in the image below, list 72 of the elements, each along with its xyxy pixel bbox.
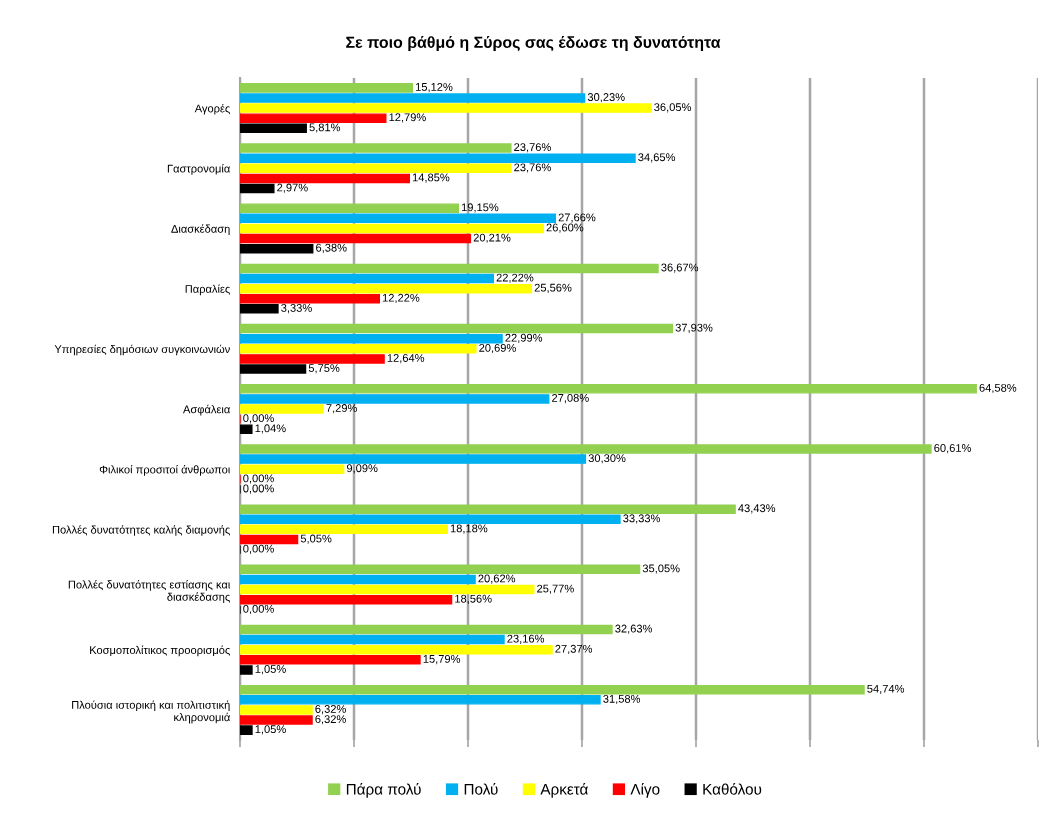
data-label: 5,05%: [300, 534, 332, 544]
data-label: 36,67%: [661, 263, 699, 273]
y-tick-label: Ασφάλεια: [183, 404, 230, 416]
data-label: 25,56%: [534, 283, 572, 293]
data-label: 30,30%: [588, 454, 626, 464]
legend-label: Πολύ: [464, 783, 498, 795]
y-tick-label: Παραλίες: [185, 284, 230, 296]
data-label: 12,79%: [389, 113, 426, 123]
data-label: 0,00%: [243, 414, 274, 424]
data-label: 36,05%: [654, 103, 692, 113]
data-label: 23,16%: [507, 634, 545, 644]
data-label: 27,66%: [558, 213, 596, 223]
y-tick-label: Φιλικοί προσιτοί άνθρωποι: [99, 465, 230, 476]
data-label: 5,75%: [308, 364, 340, 374]
data-label: 25,77%: [537, 584, 574, 594]
data-label: 6,32%: [315, 705, 346, 715]
data-label: 5,81%: [309, 123, 341, 133]
data-label: 0,00%: [243, 604, 274, 615]
data-label: 0,00%: [243, 474, 274, 484]
data-label: 7,29%: [326, 404, 357, 414]
data-label: 43,43%: [738, 504, 776, 514]
data-label: 22,99%: [505, 333, 543, 343]
data-label: 1,05%: [255, 665, 286, 675]
data-label: 35,05%: [642, 564, 680, 574]
data-label: 20,62%: [478, 574, 516, 584]
data-label: 20,69%: [479, 343, 516, 354]
data-label: 26,60%: [546, 223, 584, 233]
legend-label: Λίγο: [630, 783, 660, 798]
data-label: 27,08%: [552, 394, 589, 404]
data-label: 15,12%: [415, 82, 453, 93]
y-tick-label: Πολλές δυνατότητες καλής διαμονής: [52, 525, 230, 536]
data-label: 6,32%: [315, 715, 346, 725]
y-tick-label: Πλούσια ιστορική και πολιτιστική κληρονομιά: [72, 700, 230, 724]
data-label: 22,22%: [496, 273, 534, 283]
data-label: 19,15%: [461, 203, 499, 213]
data-label: 33,33%: [623, 514, 661, 524]
legend-label: Πάρα πολύ: [346, 783, 421, 798]
y-tick-label: Διασκέδαση: [171, 224, 230, 235]
data-label: 3,33%: [281, 303, 312, 314]
y-tick-label: Γαστρονομία: [167, 164, 230, 175]
data-label: 12,22%: [382, 293, 420, 304]
data-label: 0,00%: [243, 544, 274, 554]
data-label: 14,85%: [412, 173, 450, 183]
data-label: 15,79%: [423, 654, 461, 665]
data-label: 2,97%: [277, 183, 308, 193]
data-label: 23,76%: [514, 143, 551, 153]
data-label: 9,09%: [346, 464, 378, 474]
data-label: 64,58%: [979, 383, 1017, 394]
data-label: 12,64%: [387, 354, 425, 364]
chart-title: Σε ποιο βάθμό η Σύρος σας έδωσε τη δυνατότητα: [346, 36, 721, 52]
data-label: 27,37%: [555, 644, 593, 655]
y-tick-label: Πολλές δυνατότητες εστίασης και διασκέδασης: [68, 580, 230, 604]
data-label: 60,61%: [934, 444, 972, 454]
data-label: 20,21%: [473, 233, 511, 243]
data-label: 54,74%: [867, 684, 905, 694]
data-label: 31,58%: [603, 694, 641, 705]
data-label: 30,23%: [587, 93, 625, 103]
data-label: 18,56%: [455, 594, 492, 604]
y-tick-label: Υπηρεσίες δημόσιων συγκοινωνιών: [54, 344, 230, 356]
data-label: 6,38%: [316, 243, 347, 253]
data-label: 0,00%: [243, 484, 274, 494]
data-label: 32,63%: [615, 624, 653, 634]
y-tick-label: Αγορές: [194, 103, 230, 115]
data-label: 18,18%: [450, 524, 488, 534]
y-tick-label: Κοσμοπολίτικος προορισμός: [90, 645, 230, 657]
data-label: 1,05%: [255, 725, 286, 735]
data-label: 23,76%: [514, 163, 551, 173]
data-label: 1,04%: [255, 424, 286, 434]
data-label: 37,93%: [675, 323, 713, 333]
legend-label: Καθόλου: [703, 783, 762, 795]
data-label: 34,65%: [638, 153, 676, 163]
legend-label: Αρκετά: [540, 783, 588, 798]
